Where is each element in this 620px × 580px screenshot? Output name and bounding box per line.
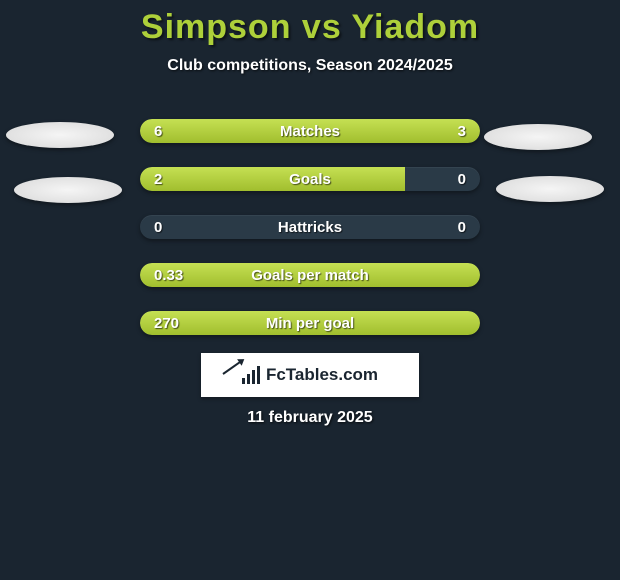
- decorative-ellipse: [6, 122, 114, 148]
- chart-icon: [242, 366, 260, 384]
- stat-label: Goals per match: [140, 263, 480, 287]
- brand-logo: FcTables.com: [201, 353, 419, 397]
- page-title: Simpson vs Yiadom: [0, 0, 620, 47]
- stat-right-value: 3: [458, 119, 466, 143]
- brand-text: FcTables.com: [266, 365, 378, 385]
- page-subtitle: Club competitions, Season 2024/2025: [0, 57, 620, 75]
- date-label: 11 february 2025: [0, 409, 620, 427]
- decorative-ellipse: [496, 176, 604, 202]
- stat-row: 6Matches3: [140, 119, 480, 143]
- stat-right-value: 0: [458, 215, 466, 239]
- stat-label: Min per goal: [140, 311, 480, 335]
- comparison-rows: 6Matches32Goals00Hattricks00.33Goals per…: [0, 119, 620, 335]
- decorative-ellipse: [14, 177, 122, 203]
- stat-row: 0.33Goals per match: [140, 263, 480, 287]
- stat-label: Hattricks: [140, 215, 480, 239]
- stat-right-value: 0: [458, 167, 466, 191]
- stat-row: 0Hattricks0: [140, 215, 480, 239]
- stat-row: 2Goals0: [140, 167, 480, 191]
- stat-label: Goals: [140, 167, 480, 191]
- stat-row: 270Min per goal: [140, 311, 480, 335]
- decorative-ellipse: [484, 124, 592, 150]
- stat-label: Matches: [140, 119, 480, 143]
